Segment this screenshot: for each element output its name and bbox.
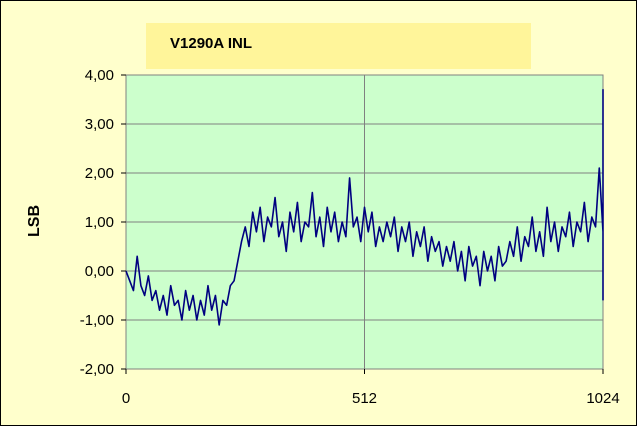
chart-title-box: V1290A INL	[146, 23, 531, 69]
y-tick-label: 0,00	[85, 263, 114, 280]
y-axis-ticks: -2,00 -1,00 0,00 1,00 2,00 3,00 4,00	[80, 67, 126, 378]
y-tick-label: 1,00	[85, 214, 114, 231]
x-axis-ticks: 0 512 1024	[122, 369, 620, 407]
y-tick-label: 2,00	[85, 165, 114, 182]
y-tick-label: 4,00	[85, 67, 114, 84]
y-tick-label: -1,00	[80, 312, 114, 329]
series-layer	[125, 88, 604, 326]
x-tick-label: 512	[352, 390, 377, 407]
series-line	[125, 88, 604, 326]
y-tick-label: 3,00	[85, 116, 114, 133]
x-tick-label: 0	[122, 390, 130, 407]
x-tick-label: 1024	[586, 390, 619, 407]
y-axis-label: LSB	[26, 205, 43, 237]
grid-lines	[126, 75, 603, 369]
y-tick-label: -2,00	[80, 361, 114, 378]
chart-title: V1290A INL	[170, 35, 252, 52]
